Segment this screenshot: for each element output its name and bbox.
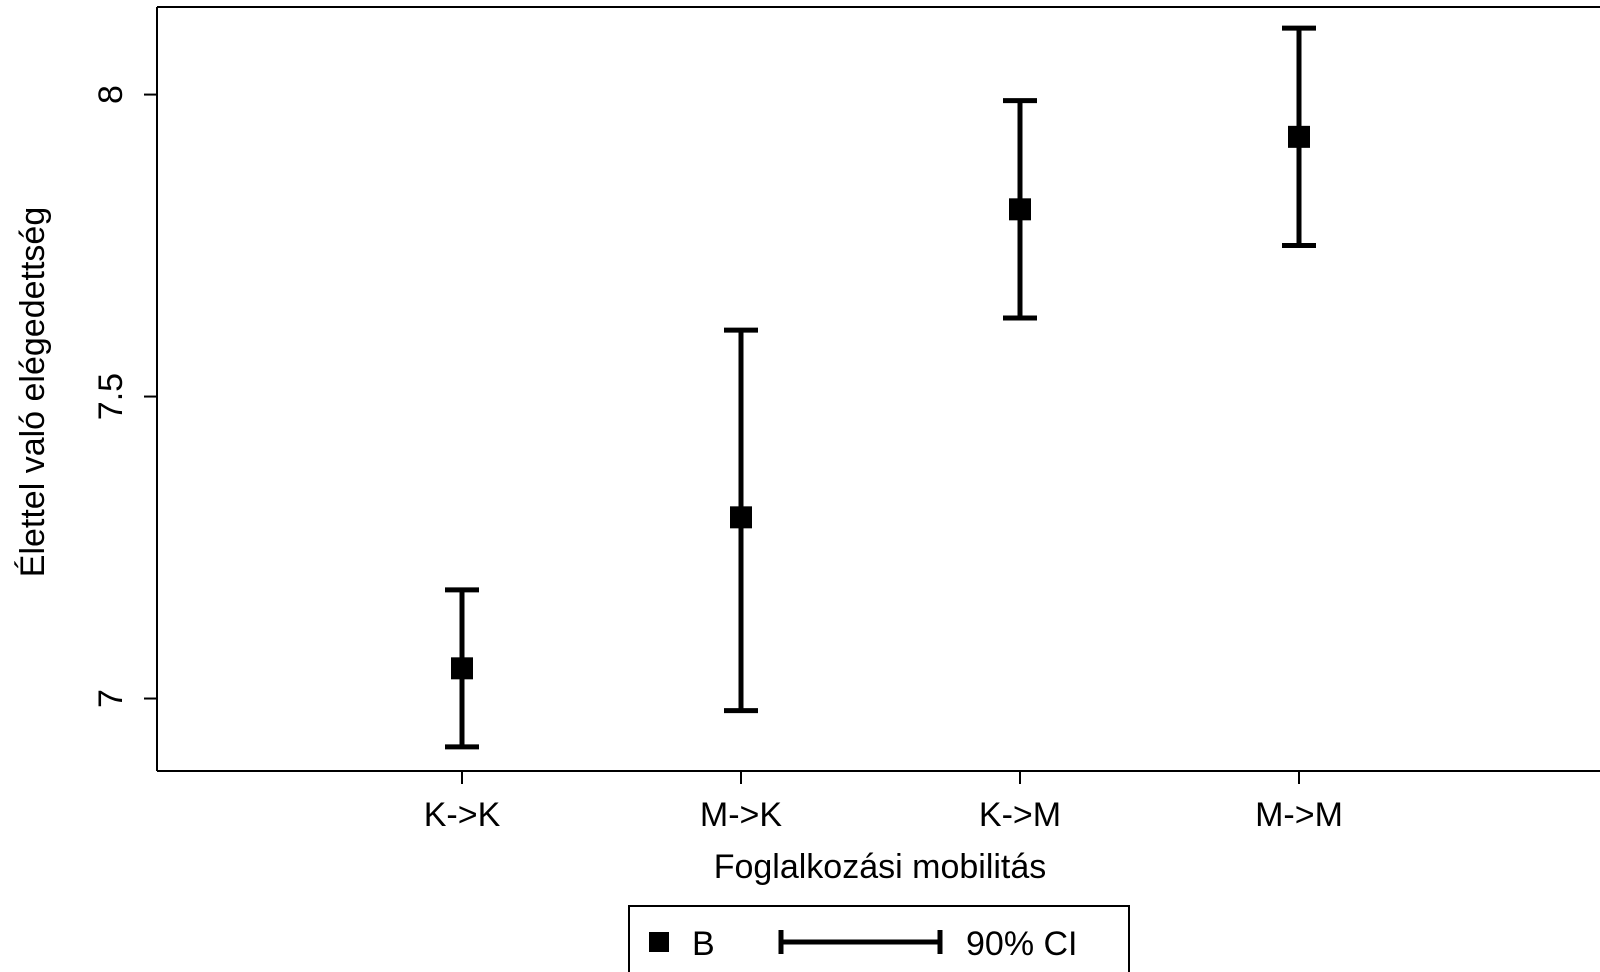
estimate-marker [1009, 198, 1031, 221]
y-tick-label: 7 [92, 689, 130, 708]
legend-square-marker-icon [649, 932, 669, 952]
data-marks [445, 25, 1316, 750]
legend: B 90% CI [628, 905, 1130, 972]
x-tick-label: M->M [1255, 796, 1343, 834]
y-axis-title: Élettel való elégedettség [14, 207, 52, 577]
x-axis: K->K M->K K->M M->M [424, 771, 1343, 834]
x-tick-label: K->M [979, 796, 1061, 834]
x-tick-label: M->K [700, 796, 783, 834]
estimate-marker [1288, 125, 1310, 148]
estimate-marker [451, 657, 473, 680]
y-tick-label: 8 [92, 85, 130, 104]
legend-box [628, 905, 1130, 972]
y-tick-label: 7.5 [92, 373, 130, 420]
y-axis: 77.58 [92, 85, 157, 708]
error-bar-point-mk [724, 327, 758, 714]
legend-label-b: B [692, 925, 715, 963]
plot-frame [156, 6, 1600, 772]
error-bar-point-mm [1282, 25, 1316, 249]
x-tick-label: K->K [424, 796, 501, 834]
estimate-marker [730, 506, 752, 529]
x-axis-title: Foglalkozási mobilitás [714, 848, 1047, 886]
legend-label-ci: 90% CI [966, 925, 1078, 963]
error-bar-point-kk [445, 587, 479, 750]
error-bar-point-km [1003, 98, 1037, 321]
